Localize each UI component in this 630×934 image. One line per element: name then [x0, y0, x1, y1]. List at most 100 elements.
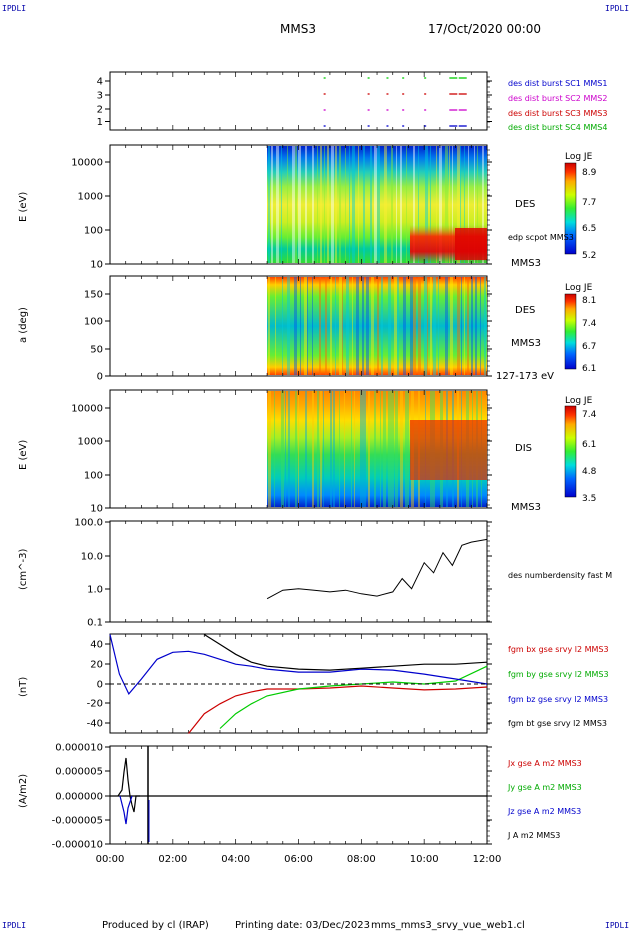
- colorbar-des-energy-tick-4: 5.2: [582, 251, 597, 261]
- spectrogram-stripe: [330, 391, 332, 507]
- ytick-label: 1: [97, 117, 103, 128]
- legend-jz: Jz gse A m2 MMS3: [508, 807, 582, 816]
- des-energy-spectrogram: [267, 146, 487, 263]
- ytick-label: 0: [97, 372, 103, 383]
- spectrogram-stripe: [295, 146, 297, 263]
- spectrogram-stripe: [358, 146, 359, 263]
- spectrogram-stripe: [274, 391, 275, 507]
- colorbar-des-energy-tick-1: 8.9: [582, 168, 597, 178]
- ytick-label: -40: [87, 719, 103, 730]
- legend-j: J A m2 MMS3: [508, 831, 561, 840]
- logo-top-left: IPDLI: [2, 4, 27, 13]
- spectrogram-stripe: [312, 391, 314, 507]
- spectrogram-stripe: [300, 277, 301, 375]
- ytick-label: 3: [97, 91, 103, 102]
- des-energy-instrument: DES: [515, 199, 536, 210]
- spectrogram-stripe: [377, 146, 380, 263]
- spectrogram-stripe: [371, 277, 374, 375]
- current-spike-j: [117, 757, 140, 813]
- colorbar-des-energy-title: Log JE: [565, 152, 593, 162]
- spectrogram-stripe: [312, 277, 313, 375]
- spectrogram-stripe: [436, 146, 437, 263]
- ytick-label: 50: [90, 345, 103, 356]
- spectrogram-stripe: [335, 146, 337, 263]
- spectrogram-stripe: [271, 146, 273, 263]
- spectrogram-stripe: [410, 277, 413, 375]
- ytick-label: 0.000010: [55, 743, 103, 754]
- spectrogram-stripe: [344, 391, 345, 507]
- spectrogram-stripe: [425, 146, 428, 263]
- spectrogram-stripe: [388, 391, 391, 507]
- spectrogram-stripe: [349, 146, 350, 263]
- legend-burst-sc1: des dist burst SC1 MMS1: [508, 79, 608, 88]
- des-pitch-spacecraft: MMS3: [511, 338, 541, 349]
- ytick-label: 0.000000: [55, 792, 103, 803]
- spectrogram-stripe: [339, 146, 341, 263]
- legend-bz: fgm bz gse srvy l2 MMS3: [508, 695, 609, 704]
- spectrogram-stripe: [474, 146, 475, 263]
- des-energy-spacecraft: MMS3: [511, 258, 541, 269]
- spectrogram-stripe: [319, 277, 321, 375]
- colorbar-des-pitch-tick-4: 6.1: [582, 364, 597, 374]
- spectrogram-stripe: [330, 277, 332, 375]
- spectrogram-stripe: [298, 146, 301, 263]
- colorbar-dis-energy-tick-1: 7.4: [582, 410, 597, 420]
- spectrogram-stripe: [362, 277, 364, 375]
- xtick-label: 06:00: [284, 854, 313, 865]
- ytick-label: 0: [97, 680, 103, 691]
- spectrogram-stripe: [307, 277, 308, 375]
- spectrogram-stripe: [345, 146, 346, 263]
- spectrogram-stripe: [360, 391, 363, 507]
- spectrogram-stripe: [324, 146, 325, 263]
- spectrogram-stripe: [471, 277, 473, 375]
- spectrogram-stripe: [377, 277, 379, 375]
- colorbar-des-pitch-tick-3: 6.7: [582, 342, 597, 352]
- ytick-label: -0.000010: [52, 840, 103, 851]
- spectrogram-stripe: [294, 277, 297, 375]
- spectrogram-stripe: [281, 146, 282, 263]
- spectrogram-stripe: [468, 146, 469, 263]
- spectrogram-stripe: [317, 391, 319, 507]
- ytick-label: 0.1: [87, 618, 103, 629]
- spectrogram-stripe: [464, 146, 465, 263]
- spectrogram-stripe: [400, 146, 402, 263]
- panel-density-frame: [109, 520, 488, 623]
- spectrogram-stripe: [467, 277, 469, 375]
- spectrogram-stripe: [381, 277, 383, 375]
- spectrogram-stripe: [287, 277, 290, 375]
- xtick-label: 12:00: [473, 854, 502, 865]
- colorbar-des-energy-tick-3: 6.5: [582, 224, 597, 234]
- spectrogram-stripe: [391, 391, 394, 507]
- spectrogram-stripe: [427, 277, 428, 375]
- spectrogram-stripe: [320, 146, 322, 263]
- spectrogram-stripe: [323, 391, 324, 507]
- spectrogram-stripe: [368, 391, 370, 507]
- ytick-label: 10000: [71, 158, 103, 169]
- spectrogram-stripe: [418, 277, 421, 375]
- colorbar-dis-energy: [564, 405, 577, 498]
- colorbar-des-pitch-tick-2: 7.4: [582, 319, 597, 329]
- spectrogram-stripe: [275, 277, 276, 375]
- xtick-label: 10:00: [410, 854, 439, 865]
- density-line: [266, 538, 488, 600]
- ytick-label: 10.0: [81, 552, 103, 563]
- spectrogram-stripe: [352, 146, 355, 263]
- des-pitch-spectrogram: [267, 277, 487, 375]
- spectrogram-stripe: [460, 146, 461, 263]
- spectrogram-stripe: [281, 391, 284, 507]
- des-energy-overlay-label: edp scpot MMS3: [508, 233, 574, 242]
- colorbar-des-energy-tick-2: 7.7: [582, 198, 597, 208]
- spectrogram-stripe: [383, 391, 386, 507]
- ytick-label: -0.000005: [52, 816, 103, 827]
- spectrogram-stripe: [384, 146, 387, 263]
- spectrogram-stripe: [354, 391, 355, 507]
- ytick-label: 1.0: [87, 585, 103, 596]
- panel-current-frame: [109, 745, 488, 845]
- spectrogram-stripe: [305, 391, 307, 507]
- bfield-line: [188, 685, 488, 734]
- legend-jy: Jy gse A m2 MMS3: [508, 783, 582, 792]
- legend-burst-sc4: des dist burst SC4 MMS4: [508, 123, 608, 132]
- legend-bx: fgm bx gse srvy l2 MMS3: [508, 645, 609, 654]
- legend-density: des numberdensity fast M: [508, 571, 613, 580]
- colorbar-dis-energy-tick-4: 3.5: [582, 494, 597, 504]
